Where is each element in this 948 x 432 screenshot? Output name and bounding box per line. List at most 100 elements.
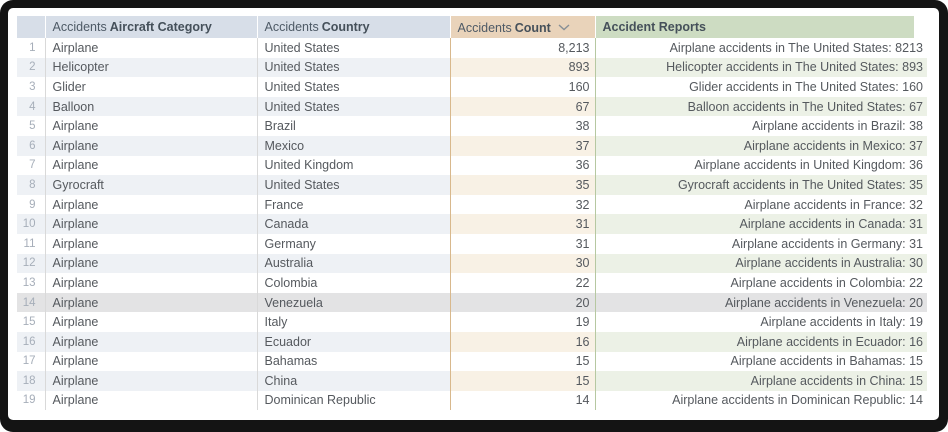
row-number-cell: 15 bbox=[22, 316, 36, 329]
accident-report-cell: Airplane accidents in Brazil: 38 bbox=[594, 116, 927, 136]
count-cell: 32 bbox=[449, 194, 595, 215]
country-cell: Italy bbox=[256, 312, 450, 332]
table-row[interactable]: 19 Airplane Dominican Republic 14 Airpla… bbox=[17, 390, 927, 411]
aircraft-category-cell: Helicopter bbox=[44, 57, 257, 78]
aircraft-category-cell: Airplane bbox=[44, 351, 257, 372]
table-row[interactable]: 3 Glider United States 160 Glider accide… bbox=[17, 77, 927, 97]
count-cell: 22 bbox=[449, 273, 595, 293]
table-row[interactable]: 18 Airplane China 15 Airplane accidents … bbox=[17, 371, 927, 391]
row-number-cell: 18 bbox=[17, 371, 45, 391]
row-number-cell: 13 bbox=[22, 276, 36, 289]
table-row[interactable]: 13 Airplane Colombia 22 Airplane acciden… bbox=[17, 273, 927, 293]
row-number-cell: 10 bbox=[17, 214, 45, 234]
sort-descending-chevron-down-icon bbox=[558, 20, 570, 34]
accident-report-cell: Glider accidents in The United States: 1… bbox=[594, 77, 927, 97]
accident-report-cell: Airplane accidents in France: 32 bbox=[594, 194, 927, 215]
table-row[interactable]: 12 Airplane Australia 30 Airplane accide… bbox=[17, 253, 927, 274]
count-cell: 8,213 bbox=[449, 38, 595, 58]
country-cell: Australia bbox=[256, 253, 450, 274]
row-number-cell: 17 bbox=[22, 355, 36, 368]
table-row[interactable]: 5 Airplane Brazil 38 Airplane accidents … bbox=[17, 116, 927, 136]
accident-report-cell: Airplane accidents in Italy: 19 bbox=[594, 312, 927, 332]
country-cell: Germany bbox=[256, 233, 450, 254]
aircraft-category-cell: Airplane bbox=[44, 116, 257, 136]
column-header-country[interactable]: Accidents Country bbox=[256, 16, 450, 38]
country-cell: Canada bbox=[256, 214, 450, 234]
header-prefix-label: Accidents bbox=[264, 20, 319, 34]
country-cell: United States bbox=[256, 77, 450, 97]
table-row[interactable]: 14 Airplane Venezuela 20 Airplane accide… bbox=[17, 292, 927, 313]
aircraft-category-cell: Airplane bbox=[44, 371, 257, 391]
row-number-cell: 5 bbox=[29, 120, 36, 133]
column-header-count[interactable]: Accidents Count bbox=[449, 16, 595, 38]
table-row[interactable]: 2 Helicopter United States 893 Helicopte… bbox=[17, 57, 927, 78]
count-cell: 30 bbox=[449, 253, 595, 274]
table-row[interactable]: 7 Airplane United Kingdom 36 Airplane ac… bbox=[17, 155, 927, 176]
aircraft-category-cell: Gyrocraft bbox=[44, 175, 257, 195]
country-cell: United Kingdom bbox=[256, 155, 450, 176]
column-header-aircraft-category[interactable]: Accidents Aircraft Category bbox=[44, 16, 257, 38]
header-prefix-label: Accidents bbox=[52, 20, 107, 34]
country-cell: China bbox=[256, 371, 450, 391]
country-cell: Venezuela bbox=[256, 292, 450, 313]
accident-report-cell: Airplane accidents in The United States:… bbox=[594, 38, 927, 58]
country-cell: United States bbox=[256, 57, 450, 78]
count-cell: 15 bbox=[449, 351, 595, 372]
aircraft-category-cell: Glider bbox=[44, 77, 257, 97]
aircraft-category-cell: Airplane bbox=[44, 253, 257, 274]
row-number-cell: 11 bbox=[23, 237, 36, 250]
aircraft-category-cell: Airplane bbox=[44, 194, 257, 215]
aircraft-category-cell: Airplane bbox=[44, 273, 257, 293]
country-cell: Colombia bbox=[256, 273, 450, 293]
header-name-label: Accident Reports bbox=[602, 20, 707, 34]
country-cell: Ecuador bbox=[256, 331, 450, 352]
accident-report-cell: Airplane accidents in Colombia: 22 bbox=[594, 273, 927, 293]
country-cell: United States bbox=[256, 175, 450, 195]
row-number-cell: 2 bbox=[17, 57, 45, 78]
accidents-data-table: Accidents Aircraft Category Accidents Coun… bbox=[17, 16, 927, 411]
aircraft-category-cell: Airplane bbox=[44, 38, 257, 58]
count-cell: 15 bbox=[449, 371, 595, 391]
aircraft-category-cell: Airplane bbox=[44, 390, 257, 411]
table-row[interactable]: 17 Airplane Bahamas 15 Airplane accident… bbox=[17, 351, 927, 372]
table-row[interactable]: 15 Airplane Italy 19 Airplane accidents … bbox=[17, 312, 927, 332]
table-row[interactable]: 6 Airplane Mexico 37 Airplane accidents … bbox=[17, 135, 927, 156]
table-surface: Accidents Aircraft Category Accidents Coun… bbox=[8, 8, 939, 420]
row-number-cell: 4 bbox=[17, 96, 45, 117]
table-row[interactable]: 16 Airplane Ecuador 16 Airplane accident… bbox=[17, 331, 927, 352]
aircraft-category-cell: Airplane bbox=[44, 155, 257, 176]
header-name-label: Country bbox=[321, 20, 370, 34]
aircraft-category-cell: Airplane bbox=[44, 233, 257, 254]
accident-report-cell: Airplane accidents in Venezuela: 20 bbox=[594, 292, 927, 313]
count-cell: 160 bbox=[449, 77, 595, 97]
aircraft-category-cell: Airplane bbox=[44, 214, 257, 234]
table-row[interactable]: 9 Airplane France 32 Airplane accidents … bbox=[17, 194, 927, 215]
aircraft-category-cell: Balloon bbox=[44, 96, 257, 117]
country-cell: Brazil bbox=[256, 116, 450, 136]
table-row[interactable]: 4 Balloon United States 67 Balloon accid… bbox=[17, 96, 927, 117]
table-row[interactable]: 8 Gyrocraft United States 35 Gyrocraft a… bbox=[17, 175, 927, 195]
accident-report-cell: Helicopter accidents in The United State… bbox=[594, 57, 927, 78]
country-cell: United States bbox=[256, 38, 450, 58]
header-scrollbar-gutter bbox=[914, 16, 927, 38]
table-row[interactable]: 10 Airplane Canada 31 Airplane accidents… bbox=[17, 214, 927, 234]
table-row[interactable]: 11 Airplane Germany 31 Airplane accident… bbox=[17, 233, 927, 254]
row-number-cell: 19 bbox=[22, 394, 36, 407]
count-cell: 893 bbox=[449, 57, 595, 78]
row-number-cell: 7 bbox=[29, 159, 36, 172]
country-cell: France bbox=[256, 194, 450, 215]
header-row: Accidents Aircraft Category Accidents Coun… bbox=[17, 16, 927, 38]
table-body: 1 Airplane United States 8,213 Airplane … bbox=[17, 38, 927, 411]
accident-report-cell: Balloon accidents in The United States: … bbox=[594, 96, 927, 117]
accident-report-cell: Airplane accidents in Canada: 31 bbox=[594, 214, 927, 234]
accident-report-cell: Gyrocraft accidents in The United States… bbox=[594, 175, 927, 195]
aircraft-category-cell: Airplane bbox=[44, 312, 257, 332]
accident-report-cell: Airplane accidents in Mexico: 37 bbox=[594, 135, 927, 156]
column-header-accident-reports[interactable]: Accident Reports bbox=[594, 16, 914, 38]
row-number-cell: 16 bbox=[17, 331, 45, 352]
accident-report-cell: Airplane accidents in United Kingdom: 36 bbox=[594, 155, 927, 176]
header-prefix-label: Accidents bbox=[457, 20, 512, 35]
table-row[interactable]: 1 Airplane United States 8,213 Airplane … bbox=[17, 38, 927, 58]
count-cell: 19 bbox=[449, 312, 595, 332]
